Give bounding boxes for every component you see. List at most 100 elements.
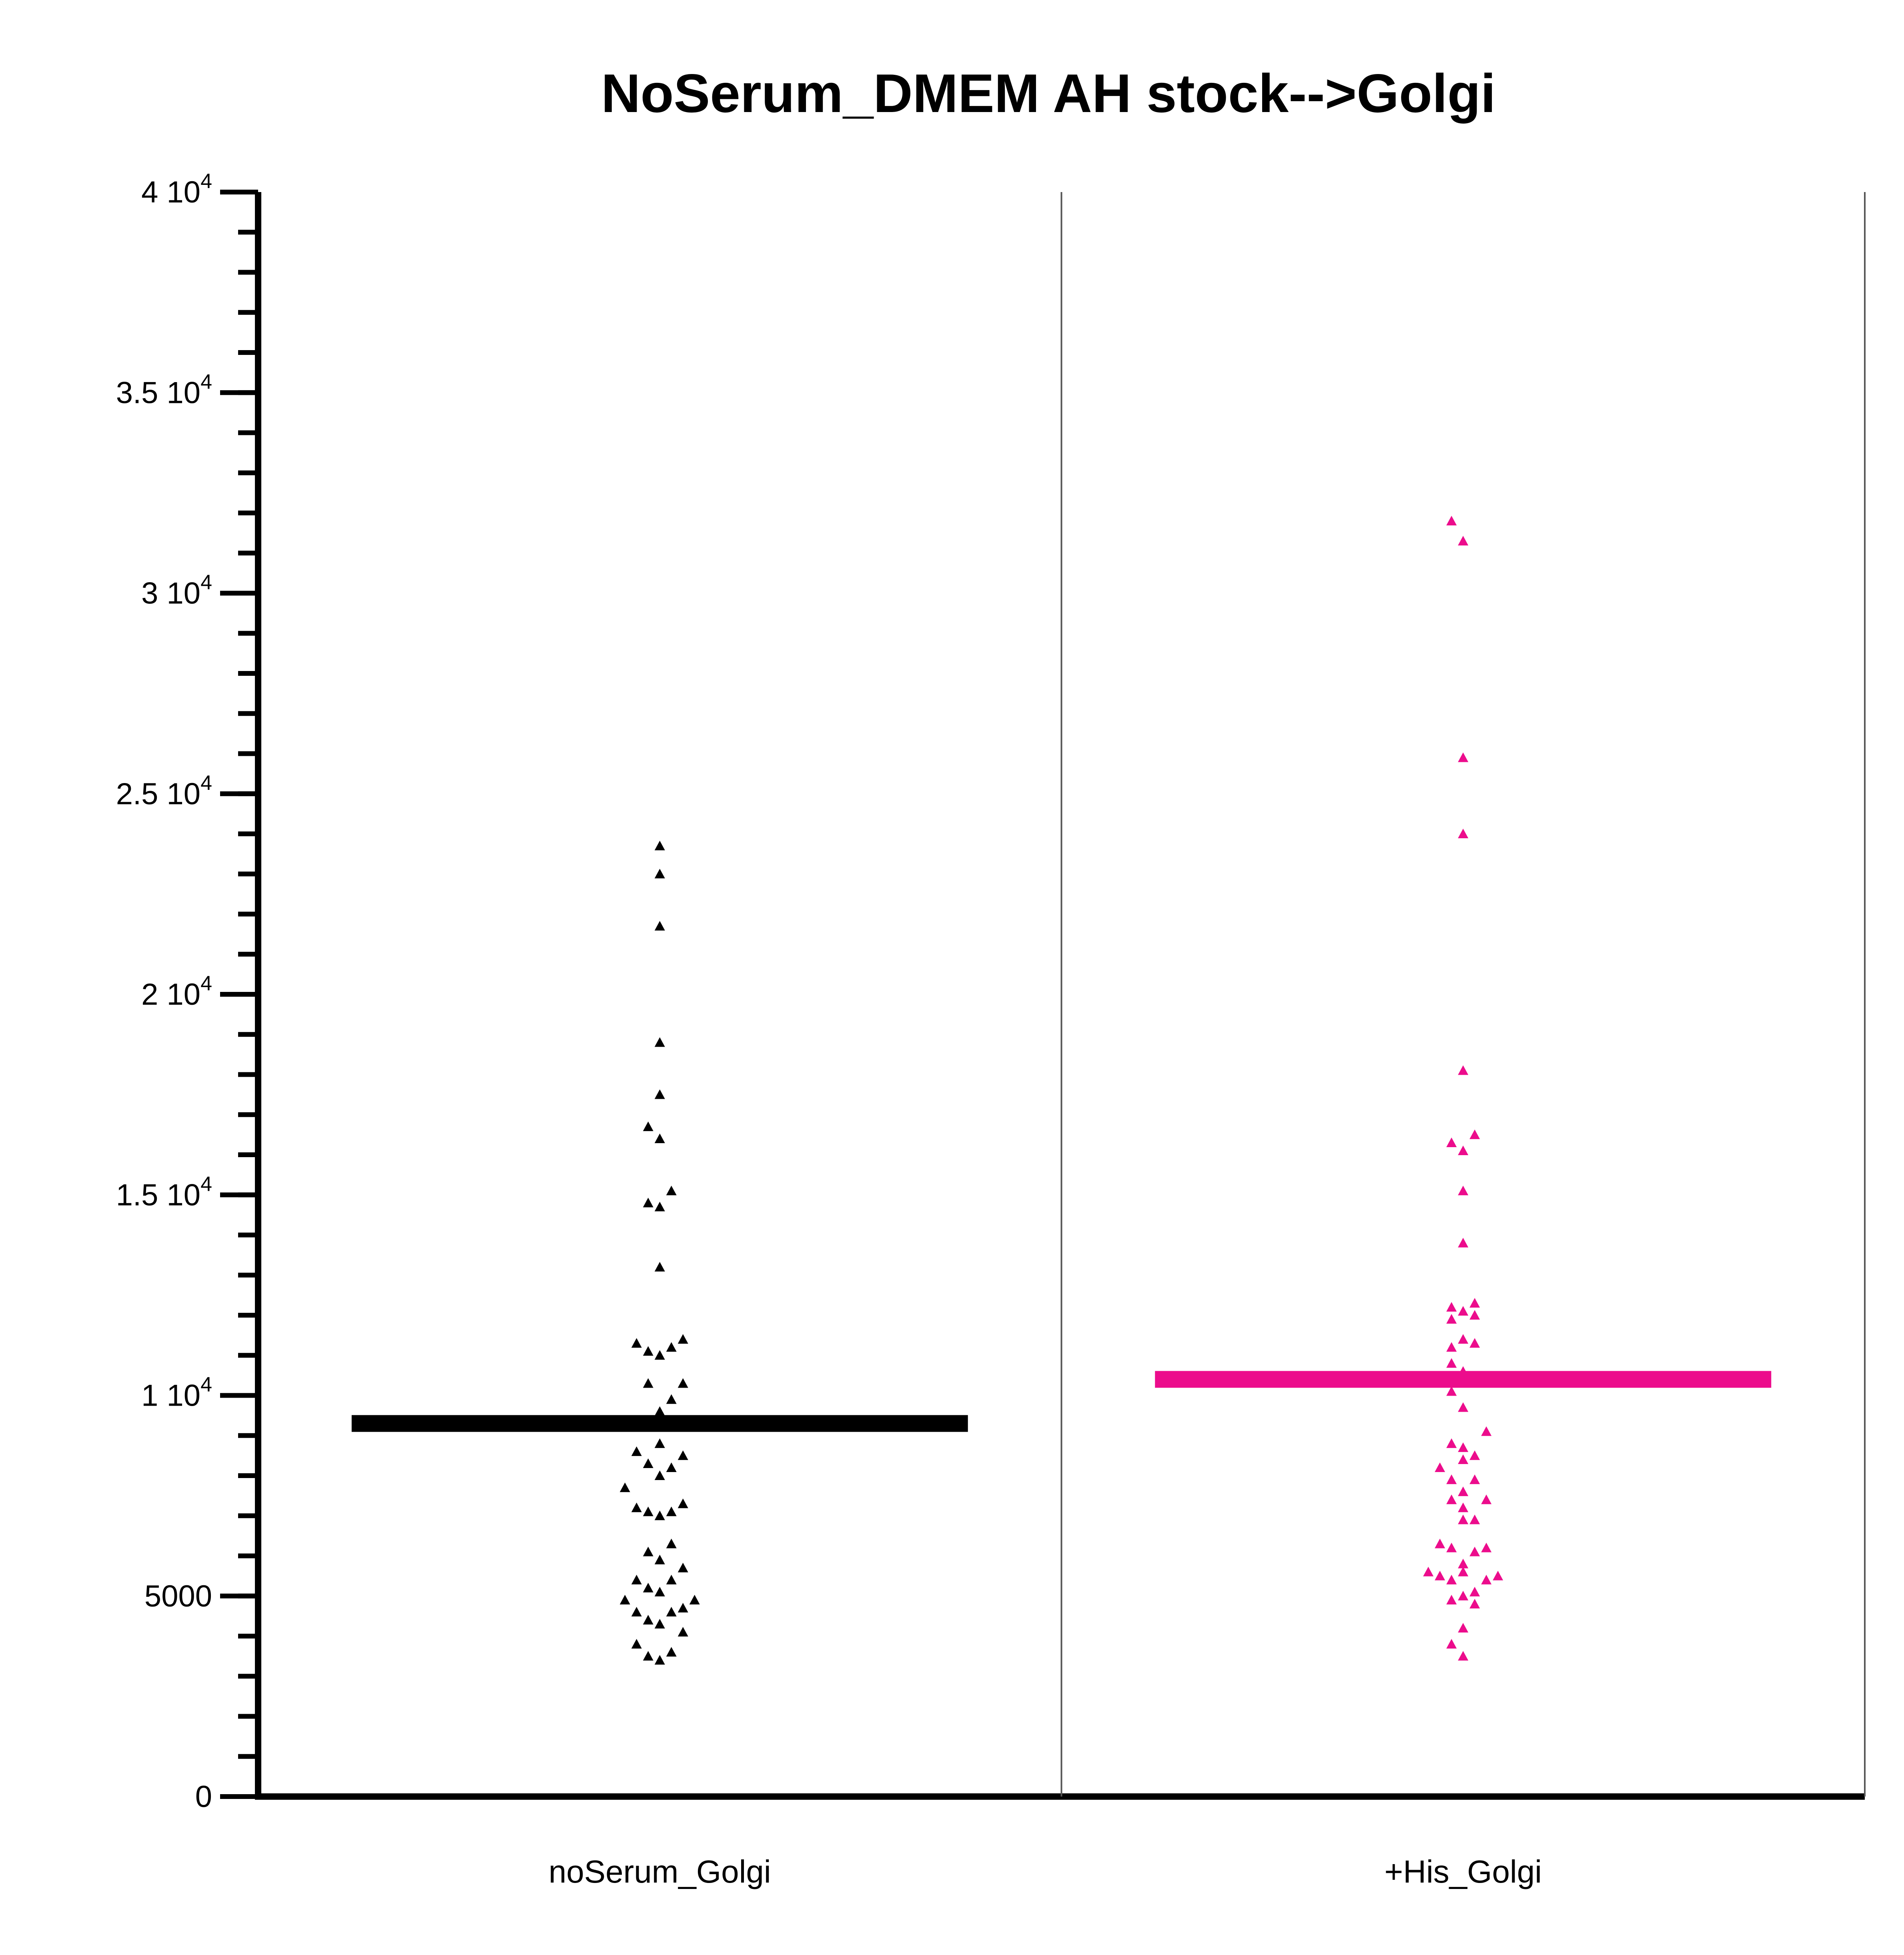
data-point [654, 869, 665, 879]
data-point [1469, 1474, 1480, 1484]
data-point [1458, 1334, 1469, 1344]
x-category-label: +His_Golgi [1384, 1854, 1542, 1889]
data-point [1458, 1186, 1469, 1196]
data-point [666, 1606, 677, 1616]
data-point [1458, 752, 1469, 762]
data-point [666, 1394, 677, 1404]
data-point [1458, 1065, 1469, 1075]
y-tick-label: 0 [195, 1780, 212, 1814]
y-tick-label: 5000 [144, 1579, 212, 1613]
data-point [1458, 1651, 1469, 1661]
points-layer [619, 516, 1503, 1665]
data-point [1446, 1574, 1457, 1584]
data-point [654, 1586, 665, 1596]
data-point [631, 1574, 642, 1584]
data-point [1481, 1494, 1492, 1504]
y-tick-label: 1.5 104 [116, 1172, 212, 1212]
data-point [689, 1594, 700, 1604]
data-point [1458, 1514, 1469, 1524]
data-point [654, 921, 665, 931]
y-tick-exponent: 4 [200, 771, 212, 795]
data-point [1481, 1542, 1492, 1552]
data-point [666, 1462, 677, 1472]
data-point [677, 1498, 688, 1508]
y-tick-label: 1 104 [141, 1373, 212, 1413]
data-point [643, 1198, 653, 1208]
data-point [1446, 1137, 1457, 1147]
data-point [654, 1202, 665, 1212]
data-point [643, 1651, 653, 1661]
y-tick-label: 3.5 104 [116, 370, 212, 410]
y-tick-exponent: 4 [200, 170, 212, 193]
data-point [654, 841, 665, 851]
y-tick-mantissa: 5000 [144, 1579, 212, 1613]
data-point [1458, 1590, 1469, 1600]
data-point [1446, 1438, 1457, 1448]
data-point [654, 1037, 665, 1047]
data-point [654, 1470, 665, 1480]
data-point [1446, 1474, 1457, 1484]
y-tick-mantissa: 3 10 [141, 577, 200, 611]
y-tick-exponent: 4 [200, 1373, 212, 1396]
data-point [643, 1582, 653, 1592]
y-tick-label: 4 104 [141, 170, 212, 209]
data-point [1423, 1566, 1434, 1576]
y-tick-label: 2.5 104 [116, 771, 212, 811]
data-point [677, 1602, 688, 1612]
data-point [1458, 1622, 1469, 1633]
mean-layer [351, 1371, 1772, 1432]
data-point [1435, 1538, 1445, 1548]
data-point [654, 1554, 665, 1564]
data-point [654, 1655, 665, 1665]
data-point [1446, 1314, 1457, 1324]
data-point [654, 1262, 665, 1272]
chart-title: NoSerum_DMEM AH stock-->Golgi [601, 63, 1495, 124]
data-point [1469, 1598, 1480, 1608]
data-point [666, 1538, 677, 1548]
y-tick-mantissa: 2 10 [141, 978, 200, 1012]
data-point [1469, 1298, 1480, 1308]
y-tick-exponent: 4 [200, 1172, 212, 1196]
data-point [631, 1338, 642, 1348]
y-tick-label: 3 104 [141, 571, 212, 611]
data-point [631, 1606, 642, 1616]
y-tick-label: 2 104 [141, 972, 212, 1012]
data-point [1481, 1426, 1492, 1436]
data-point [1458, 1502, 1469, 1512]
data-point [1446, 1542, 1457, 1552]
data-point [643, 1121, 653, 1131]
y-tick-mantissa: 3.5 10 [116, 376, 200, 410]
data-point [619, 1594, 630, 1604]
data-point [666, 1506, 677, 1516]
data-point [666, 1647, 677, 1657]
data-point [677, 1626, 688, 1637]
y-tick-mantissa: 4 10 [141, 175, 200, 209]
data-point [1446, 1639, 1457, 1649]
y-tick-mantissa: 2.5 10 [116, 777, 200, 811]
data-point [1446, 1386, 1457, 1396]
data-point [654, 1618, 665, 1628]
data-point [643, 1546, 653, 1556]
data-point [631, 1502, 642, 1512]
data-point [654, 1350, 665, 1360]
data-point [1469, 1586, 1480, 1596]
data-point [1469, 1546, 1480, 1556]
data-point [1469, 1514, 1480, 1524]
data-point [1458, 829, 1469, 839]
data-point [643, 1614, 653, 1624]
data-point [1458, 1566, 1469, 1576]
data-point [1469, 1129, 1480, 1139]
data-point [1446, 1302, 1457, 1312]
data-point [1446, 1358, 1457, 1368]
data-point [1458, 536, 1469, 546]
data-point [643, 1346, 653, 1356]
data-point [1493, 1570, 1503, 1580]
data-point [1458, 1402, 1469, 1412]
y-tick-exponent: 4 [200, 571, 212, 594]
x-category-label: noSerum_Golgi [549, 1854, 771, 1889]
data-point [677, 1450, 688, 1460]
data-point [643, 1458, 653, 1468]
data-point [677, 1378, 688, 1388]
